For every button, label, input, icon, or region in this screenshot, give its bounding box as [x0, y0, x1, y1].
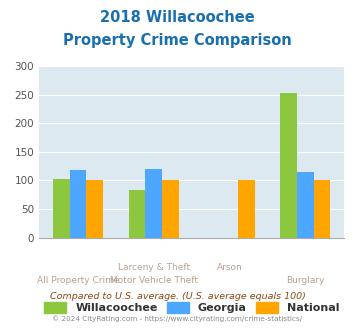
Legend: Willacoochee, Georgia, National: Willacoochee, Georgia, National — [40, 298, 344, 318]
Text: Motor Vehicle Theft: Motor Vehicle Theft — [110, 277, 198, 285]
Bar — [297, 172, 314, 238]
Bar — [146, 169, 162, 238]
Bar — [70, 170, 86, 238]
Text: © 2024 CityRating.com - https://www.cityrating.com/crime-statistics/: © 2024 CityRating.com - https://www.city… — [53, 315, 302, 322]
Text: Arson: Arson — [217, 263, 242, 272]
Text: Burglary: Burglary — [286, 277, 325, 285]
Text: All Property Crime: All Property Crime — [37, 277, 119, 285]
Bar — [129, 190, 146, 238]
Bar — [280, 93, 297, 238]
Bar — [314, 180, 331, 238]
Bar — [53, 179, 70, 238]
Bar — [86, 180, 103, 238]
Text: Larceny & Theft: Larceny & Theft — [118, 263, 190, 272]
Bar — [162, 180, 179, 238]
Text: 2018 Willacoochee: 2018 Willacoochee — [100, 10, 255, 25]
Bar — [238, 180, 255, 238]
Text: Property Crime Comparison: Property Crime Comparison — [63, 33, 292, 48]
Text: Compared to U.S. average. (U.S. average equals 100): Compared to U.S. average. (U.S. average … — [50, 292, 305, 301]
